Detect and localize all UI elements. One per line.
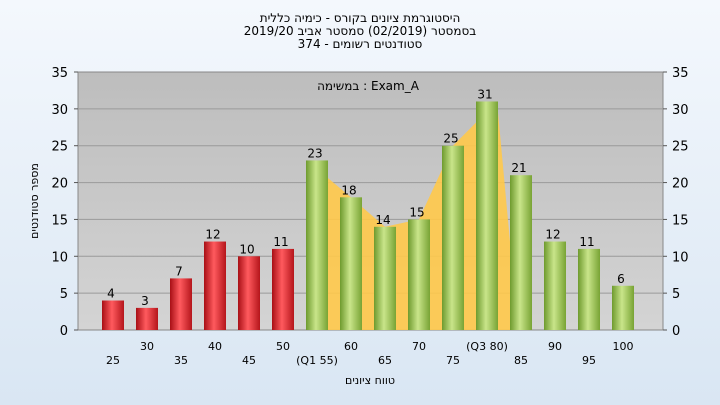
chart-subtitle: במשימה : Exam_A: [317, 79, 420, 93]
y-tick-label-right: 20: [672, 177, 689, 192]
y-axis-left: 0 5 10 15 20 25 30 35: [51, 66, 78, 339]
x-axis-ticks: 25 30 35 40 45 50 (Q1 55) 60 65 70 75 (Q3 80) 85 90 95…: [106, 340, 634, 367]
bar-value-label: 15: [409, 205, 424, 219]
bar-value-label: 31: [477, 87, 492, 101]
bar: [340, 197, 362, 330]
y-tick-label-right: 25: [672, 140, 689, 155]
bar: [578, 248, 600, 330]
bar: [170, 278, 192, 330]
x-tick-label: 25: [106, 354, 120, 367]
bar: [612, 285, 634, 330]
bar: [544, 241, 566, 330]
y-tick-label-left: 0: [60, 324, 68, 339]
chart-title: היסטוגרמת ציונים בקורס - כימיה כללית בסמ…: [244, 11, 476, 51]
y-tick-label-right: 30: [672, 103, 689, 118]
bar: [306, 160, 328, 330]
y-tick-label-left: 15: [51, 213, 68, 228]
x-tick-label: 85: [514, 354, 528, 367]
x-tick-label: 65: [378, 354, 392, 367]
y-tick-label-right: 35: [672, 66, 689, 81]
y-tick-label-left: 25: [51, 140, 68, 155]
y-tick-label-right: 5: [672, 287, 680, 302]
x-tick-label: 100: [613, 340, 634, 353]
y-tick-label-left: 35: [51, 66, 68, 81]
x-tick-label: 60: [344, 340, 358, 353]
bar-value-label: 11: [579, 235, 594, 249]
y-tick-label-right: 0: [672, 324, 680, 339]
bar-value-label: 3: [141, 294, 149, 308]
bar-value-label: 25: [443, 132, 458, 146]
bar-value-label: 12: [545, 228, 560, 242]
bar: [102, 300, 124, 330]
bar: [272, 248, 294, 330]
y-tick-label-right: 10: [672, 250, 689, 265]
x-tick-label: 45: [242, 354, 256, 367]
bar-value-label: 6: [617, 272, 625, 286]
y-tick-label-left: 10: [51, 250, 68, 265]
x-tick-label: 70: [412, 340, 426, 353]
bar-value-label: 11: [273, 235, 288, 249]
x-axis-title: טווח ציונים: [345, 374, 395, 387]
title-line-2: בסמסטר (02/2019) סמסטר אביב 2019/20: [244, 24, 476, 38]
bar: [374, 226, 396, 330]
bar: [204, 241, 226, 330]
x-tick-label: 35: [174, 354, 188, 367]
title-line-1: היסטוגרמת ציונים בקורס - כימיה כללית: [260, 11, 461, 25]
y-tick-label-right: 15: [672, 213, 689, 228]
bar-value-label: 4: [107, 287, 115, 301]
x-tick-label: (Q3 80): [466, 340, 508, 353]
bar-value-label: 7: [175, 264, 183, 278]
y-tick-label-left: 30: [51, 103, 68, 118]
x-tick-label: 75: [446, 354, 460, 367]
bar-value-label: 10: [239, 242, 254, 256]
x-tick-label: (Q1 55): [296, 354, 338, 367]
bars-group: 4 3 7 12 10 11 23 18 14 15 25 31 21 12 11 6: [102, 87, 634, 330]
title-line-3: סטודנטים רשומים - 374: [298, 37, 423, 51]
y-axis-right: 0 5 10 15 20 25 30 35: [663, 66, 689, 339]
x-tick-label: 30: [140, 340, 154, 353]
x-tick-label: 95: [582, 354, 596, 367]
y-tick-label-left: 5: [60, 287, 68, 302]
bar: [238, 256, 260, 330]
x-tick-label: 90: [548, 340, 562, 353]
bar-value-label: 14: [375, 213, 390, 227]
bar: [442, 145, 464, 330]
bar: [408, 219, 430, 330]
y-axis-title: מספר סטודנטים: [28, 163, 41, 239]
bar-value-label: 21: [511, 161, 526, 175]
x-tick-label: 50: [276, 340, 290, 353]
bar: [136, 307, 158, 330]
y-tick-label-left: 20: [51, 177, 68, 192]
bar-value-label: 18: [341, 183, 356, 197]
bar-value-label: 23: [307, 146, 322, 160]
bar-value-label: 12: [205, 228, 220, 242]
bar: [476, 101, 498, 330]
bar: [510, 175, 532, 330]
x-tick-label: 40: [208, 340, 222, 353]
